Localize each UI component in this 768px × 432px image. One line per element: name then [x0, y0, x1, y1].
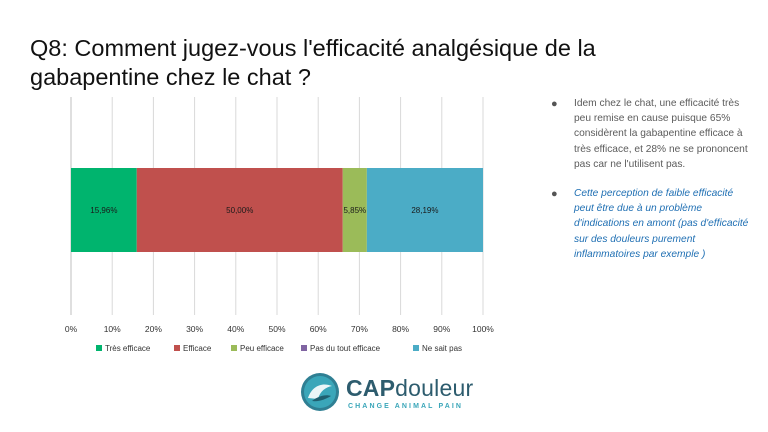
x-tick-label: 50%	[268, 324, 285, 334]
x-tick-label: 70%	[351, 324, 368, 334]
slide-title: Q8: Comment jugez-vous l'efficacité anal…	[30, 35, 596, 90]
x-tick-label: 20%	[145, 324, 162, 334]
x-tick-label: 60%	[310, 324, 327, 334]
bar-segment	[342, 168, 367, 252]
legend-label: Efficace	[183, 344, 212, 353]
x-tick-label: 80%	[392, 324, 409, 334]
x-axis-ticks: 0% 10% 20% 30% 40% 50% 60% 70% 80% 90% 100%	[65, 324, 494, 334]
legend-label: Très efficace	[105, 344, 151, 353]
bullet-icon: ●	[551, 98, 558, 110]
legend-swatch	[231, 345, 237, 351]
legend-swatch	[301, 345, 307, 351]
legend-swatch	[413, 345, 419, 351]
bar-segments	[71, 168, 483, 252]
data-label: 50,00%	[226, 206, 253, 215]
note-text: Cette perception de faible efficacité pe…	[574, 188, 749, 260]
x-tick-label: 30%	[186, 324, 203, 334]
chart-legend: Très efficace Efficace Peu efficace Pas du …	[96, 344, 462, 353]
data-labels: 15,96% 50,00% 5,85% 28,19%	[90, 206, 438, 215]
capdouleur-logo: CAPdouleur CHANGE ANIMAL PAIN	[300, 372, 480, 420]
notes-panel: ● Idem chez le chat, une efficacité très…	[548, 96, 753, 276]
note-item: ● Idem chez le chat, une efficacité très…	[548, 96, 753, 172]
data-label: 15,96%	[90, 206, 117, 215]
x-tick-label: 40%	[227, 324, 244, 334]
legend-swatch	[96, 345, 102, 351]
logo-wordmark: CAPdouleur	[346, 375, 474, 401]
bullet-icon: ●	[551, 188, 558, 201]
bar-segment	[366, 168, 483, 252]
legend-swatch	[174, 345, 180, 351]
bar-segment	[136, 168, 343, 252]
logo-tagline: CHANGE ANIMAL PAIN	[348, 403, 464, 410]
x-tick-label: 0%	[65, 324, 78, 334]
x-tick-label: 90%	[433, 324, 450, 334]
data-label: 28,19%	[411, 206, 438, 215]
bar-segment	[71, 168, 137, 252]
note-text: Idem chez le chat, une efficacité très p…	[574, 98, 748, 170]
x-tick-label: 10%	[104, 324, 121, 334]
legend-label: Peu efficace	[240, 344, 284, 353]
stacked-bar-chart: 15,96% 50,00% 5,85% 28,19% 0% 10% 20% 30% 40% 50…	[65, 97, 494, 353]
legend-label: Ne sait pas	[422, 344, 462, 353]
note-item: ● Cette perception de faible efficacité …	[548, 186, 753, 262]
x-tick-label: 100%	[472, 324, 494, 334]
legend-label: Pas du tout efficace	[310, 344, 381, 353]
logo-emblem-icon	[301, 373, 339, 411]
data-label: 5,85%	[343, 206, 366, 215]
